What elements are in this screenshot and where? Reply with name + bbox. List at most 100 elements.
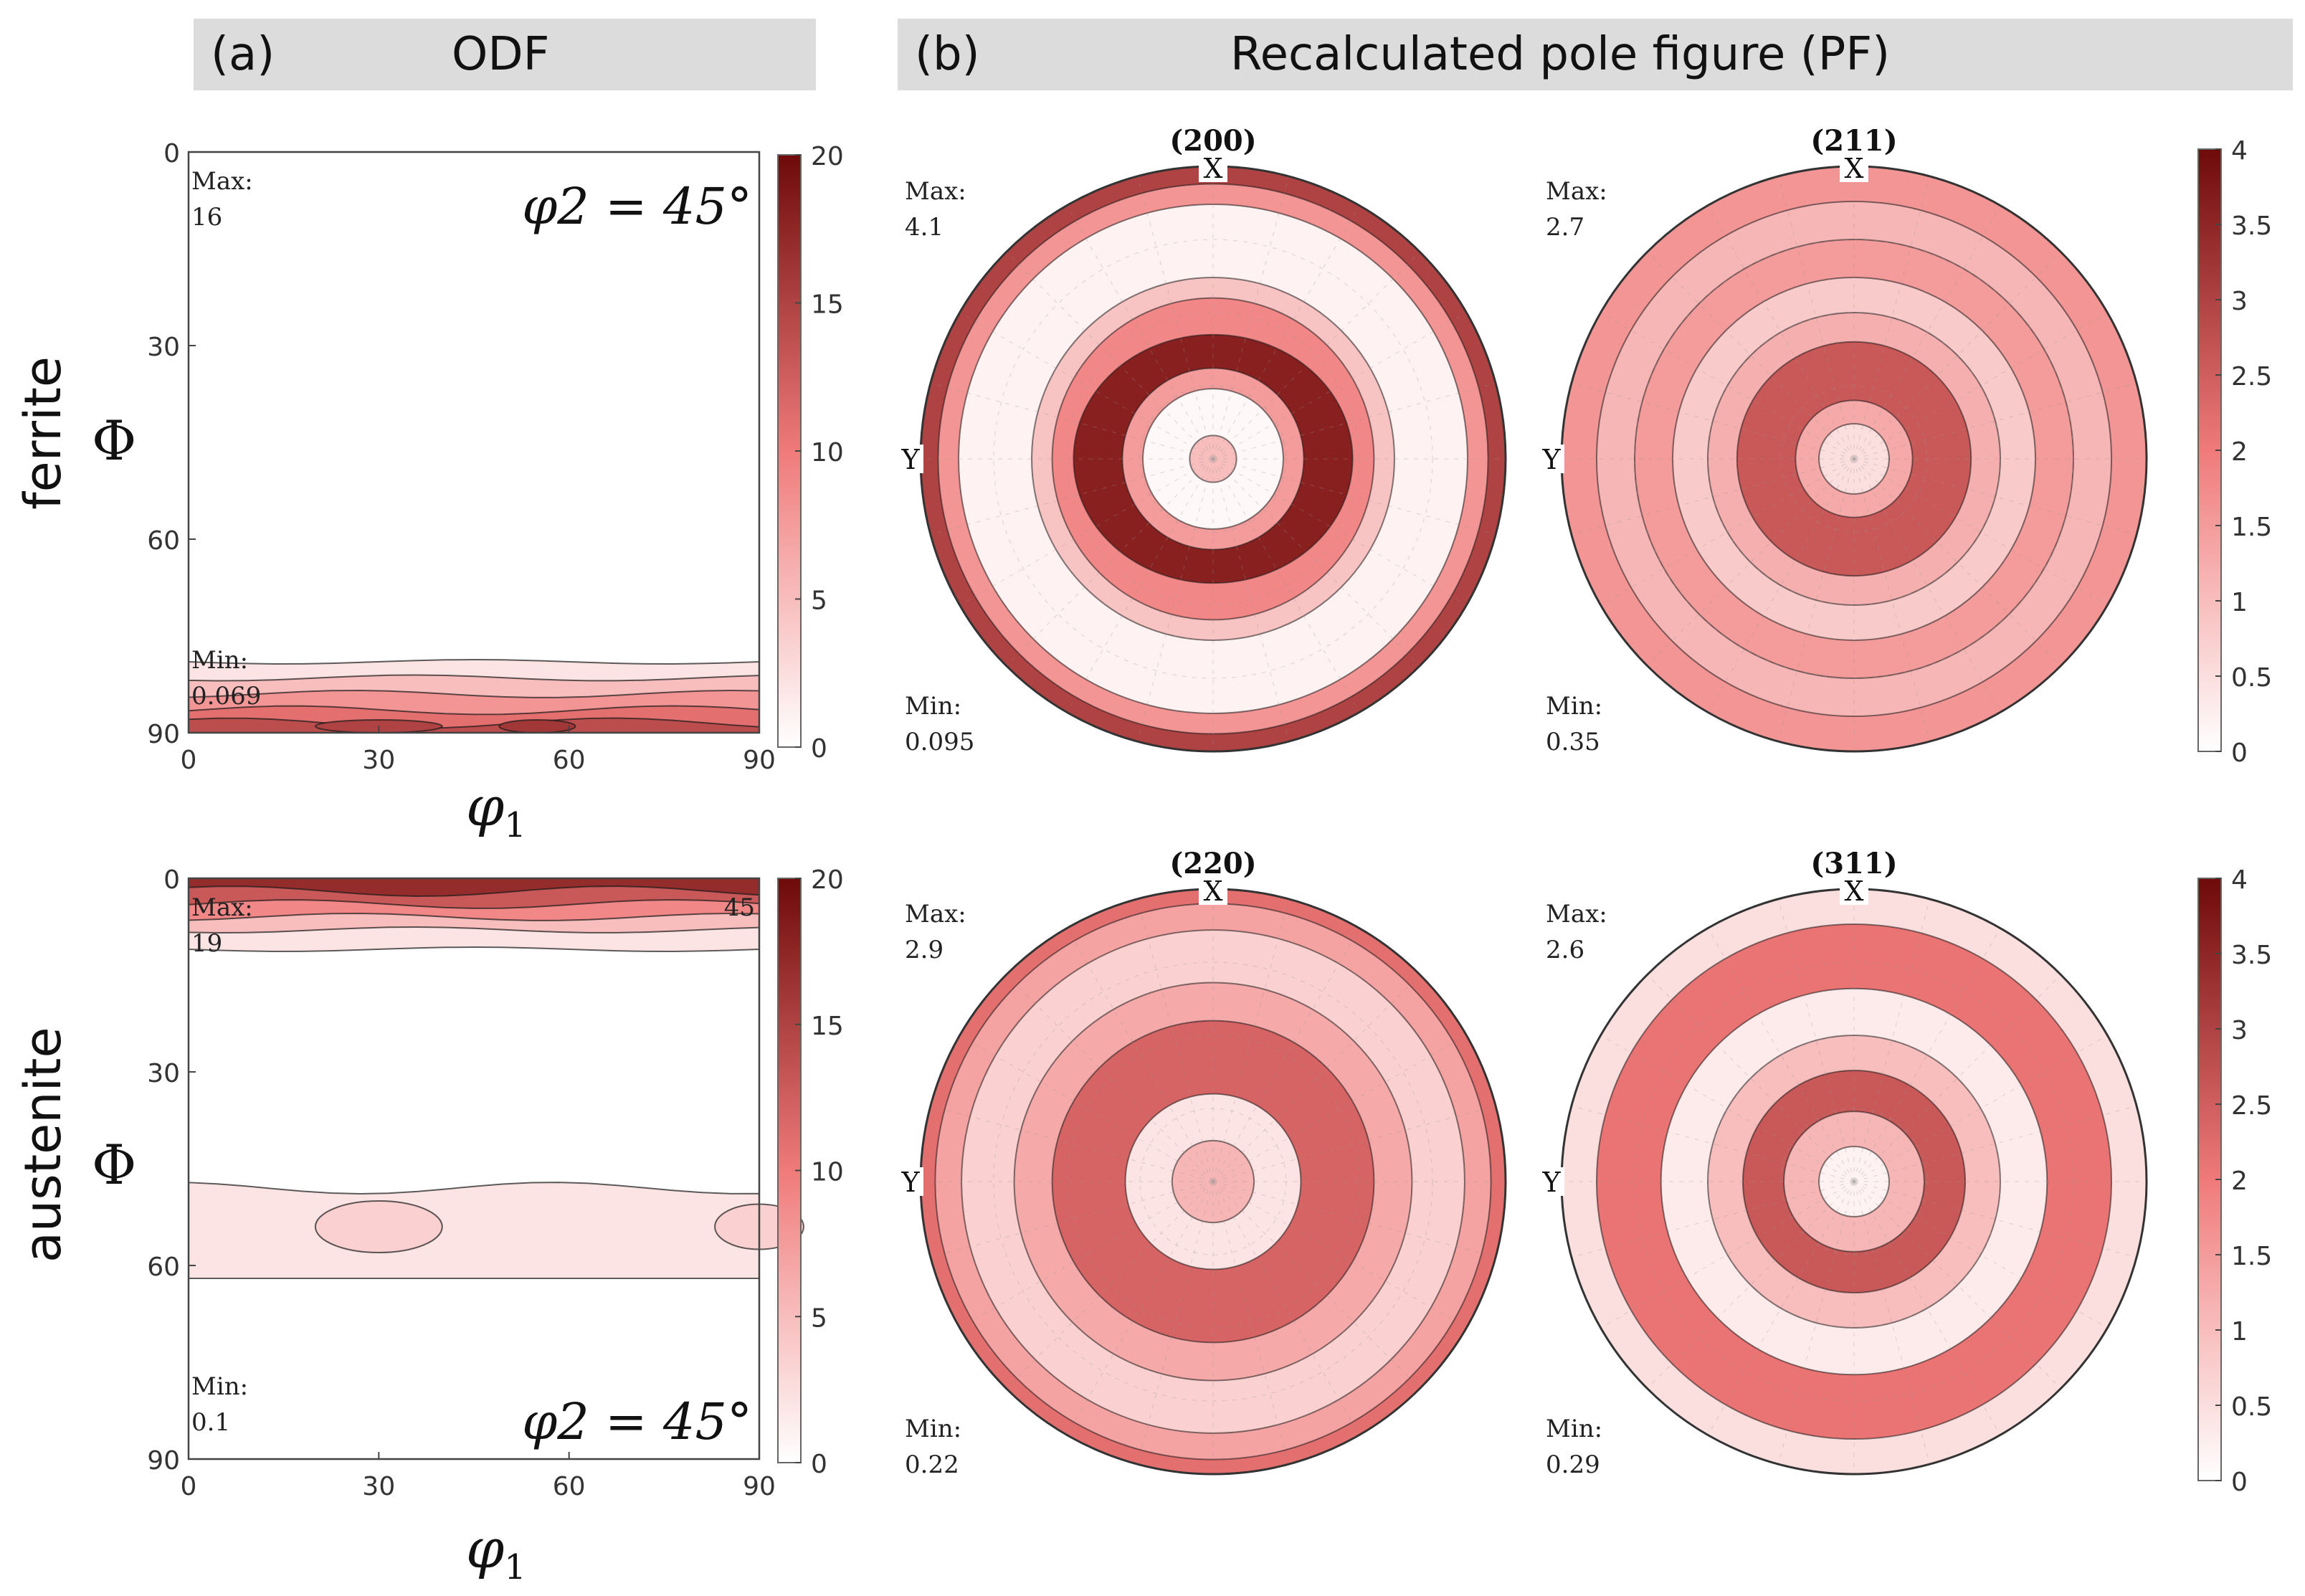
colorbar-odf-ferrite-tick-4: 20	[811, 142, 844, 171]
pf-200-grid-spoke-13	[930, 382, 1214, 460]
odf-austenite-xtick-2: 60	[553, 1472, 586, 1501]
pf-200-grid-spoke-21	[1212, 252, 1420, 460]
pf-220-min-label: Min:	[905, 1415, 961, 1443]
pf-311-grid-spoke-11	[1571, 1181, 1855, 1258]
pf-311-grid-spoke-16	[1707, 928, 1855, 1182]
colorbar-odf-austenite-tick-1: 5	[811, 1303, 827, 1333]
pf-211-max-label: Max:	[1546, 177, 1607, 206]
pf-211-grid-spoke-19	[1853, 176, 1931, 460]
pf-211-grid-spoke-4	[1853, 458, 2001, 713]
colorbar-pf-top-tick-8: 4	[2231, 136, 2248, 166]
odf-austenite-section-label: φ2 = 45°	[522, 1392, 752, 1451]
pf-220-grid-ring-0	[1139, 1108, 1287, 1255]
pf-220-grid-ring-2	[993, 961, 1433, 1402]
odf-ferrite-section-label: φ2 = 45°	[522, 177, 752, 236]
odf-ferrite-ytick-0: 0	[163, 139, 180, 168]
pf-311-min-label: Min:	[1546, 1415, 1602, 1443]
odf-austenite-corner-label: 45	[724, 893, 755, 922]
pf-220-grid-spoke-2	[1212, 1181, 1467, 1329]
pf-220-y-bg	[899, 1167, 923, 1196]
pf-200-min-label: Min:	[905, 692, 961, 721]
odf-austenite-ytick-3: 90	[147, 1446, 180, 1476]
pf-200-grid-spoke-1	[1212, 458, 1496, 536]
colorbar-odf-ferrite-tick-3: 15	[811, 290, 844, 320]
pf-311-grid-ring-0	[1780, 1108, 1928, 1255]
pf-211-grid-spoke-20	[1853, 205, 2001, 460]
pf-220-group	[919, 888, 1507, 1476]
pf-220-grid-spoke-1	[1212, 1181, 1496, 1258]
pf-220-grid-spoke-11	[930, 1181, 1214, 1258]
pf-311-grid-spoke-17	[1777, 898, 1855, 1182]
pf-200-grid-spoke-14	[959, 312, 1214, 460]
odf-austenite-ytick-2: 60	[147, 1253, 180, 1282]
pf-311-grid-ring-1	[1707, 1035, 2001, 1329]
colorbar-pf-top-tick-0: 0	[2231, 738, 2248, 768]
colorbar-pf-bottom-tick-2: 1	[2231, 1317, 2248, 1346]
odf-ferrite-ytick-2: 60	[147, 526, 180, 556]
pf-311-grid-spoke-14	[1600, 1035, 1855, 1182]
pf-211-grid-spoke-10	[1600, 458, 1855, 606]
pf-200-grid-spoke-3	[1212, 458, 1420, 666]
pf-200-max-value: 4.1	[905, 213, 944, 242]
colorbar-pf-bottom-tick-3: 1.5	[2231, 1242, 2272, 1271]
header-odf-tag: (a)	[211, 28, 275, 81]
odf-ferrite-xtick-0: 0	[181, 746, 197, 775]
pf-211-max-value: 2.7	[1546, 213, 1584, 242]
pf-311-grid-ring-2	[1634, 961, 2074, 1402]
odf-austenite-xtick-3: 90	[743, 1472, 776, 1501]
colorbar-pf-bottom-tick-8: 4	[2231, 865, 2248, 895]
colorbar-pf-bottom-tick-5: 2.5	[2231, 1091, 2272, 1121]
pf-220-grid-spoke-17	[1136, 898, 1214, 1182]
pf-200-grid-spoke-4	[1212, 458, 1360, 713]
pf-211-grid-spoke-13	[1571, 382, 1855, 460]
pf-311-grid-spoke-7	[1777, 1181, 1855, 1465]
pf-200-grid-spoke-23	[1212, 382, 1496, 460]
pf-200-grid-spoke-10	[959, 458, 1214, 606]
pf-211-group	[1560, 165, 2148, 753]
colorbar-pf-top-tick-5: 2.5	[2231, 362, 2272, 391]
pf-200-axis-y: Y	[900, 444, 920, 475]
pf-200-grid-spoke-16	[1066, 205, 1214, 460]
pf-200-min-value: 0.095	[905, 728, 974, 756]
pf-211-min-value: 0.35	[1546, 728, 1600, 756]
ferrite-y-axis-label: Φ	[92, 409, 137, 472]
colorbar-pf-bottom-tick-6: 3	[2231, 1016, 2248, 1045]
pf-211-grid-ring-1	[1707, 312, 2001, 606]
pf-211-min-label: Min:	[1546, 692, 1602, 721]
pf-311-x-bg	[1840, 876, 1868, 905]
pf-211-grid-spoke-14	[1600, 312, 1855, 460]
pf-311-grid-spoke-4	[1853, 1181, 2001, 1435]
pf-311-grid-spoke-3	[1853, 1181, 2061, 1389]
ferrite-x-axis-label: φ1	[466, 774, 526, 845]
pf-311-axis-x: X	[1844, 875, 1863, 907]
pf-220-grid-spoke-20	[1212, 928, 1360, 1182]
header-pole-figure: (b) Recalculated pole figure (PF)	[898, 19, 2293, 90]
pf-220-max-label: Max:	[905, 900, 966, 928]
colorbar-odf-ferrite-tick-1: 5	[811, 586, 827, 616]
pf-220-axis-y: Y	[900, 1167, 920, 1198]
odf-austenite-ytick-0: 0	[163, 865, 180, 895]
pf-220-grid-spoke-23	[1212, 1105, 1496, 1182]
pf-200-grid-spoke-2	[1212, 458, 1467, 606]
odf-ferrite-max-label: Max:	[191, 167, 253, 196]
pf-311-grid-spoke-2	[1853, 1181, 2108, 1329]
colorbar-pf-bottom-tick-4: 2	[2231, 1167, 2248, 1196]
pf-220-max-value: 2.9	[905, 936, 944, 964]
colorbar-pf-bottom-tick-0: 0	[2231, 1468, 2248, 1497]
pf-200-axis-x: X	[1203, 153, 1222, 184]
pf-200-grid-spoke-11	[930, 458, 1214, 536]
colorbar-pf-bottom-tick-7: 3.5	[2231, 941, 2272, 970]
colorbar-odf-austenite-tick-3: 15	[811, 1012, 844, 1041]
odf-ferrite-xtick-1: 30	[362, 746, 395, 775]
pf-220-grid-spoke-8	[1066, 1181, 1214, 1435]
header-pf-tag: (b)	[915, 28, 980, 81]
odf-ferrite-xtick-3: 90	[743, 746, 776, 775]
odf-ferrite-max-value: 16	[191, 203, 222, 232]
header-odf-title: ODF	[452, 28, 550, 81]
odf-austenite-min-value: 0.1	[191, 1408, 230, 1437]
pf-211-grid-spoke-2	[1853, 458, 2108, 606]
pf-211-grid-spoke-22	[1853, 312, 2108, 460]
pf-200-grid-spoke-17	[1136, 176, 1214, 460]
pf-311-grid-spoke-1	[1853, 1181, 2137, 1258]
